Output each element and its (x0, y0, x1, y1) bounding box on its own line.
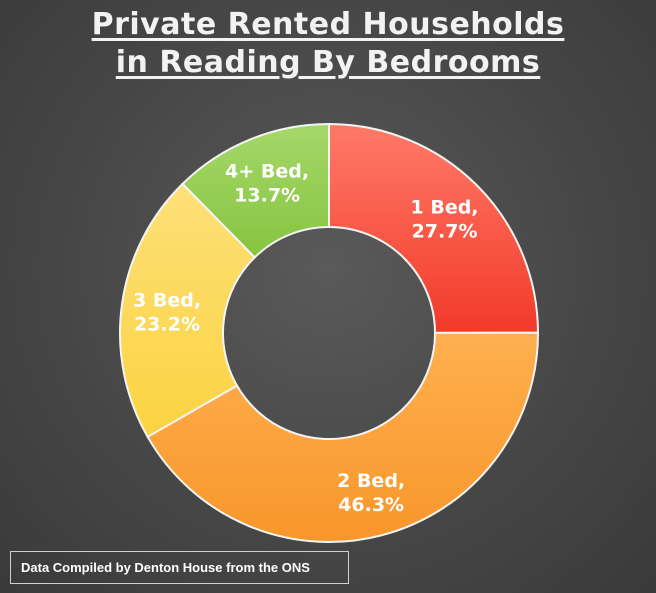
chart-title-line-2: in Reading By Bedrooms (115, 45, 541, 80)
source-note: Data Compiled by Denton House from the O… (21, 560, 310, 575)
slice-1-bed (328, 122, 540, 334)
data-label-2-bed: 2 Bed, 46.3% (337, 470, 405, 516)
data-label-3-bed: 3 Bed, 23.2% (133, 290, 201, 336)
data-label-4-bed: 4+ Bed, 13.7% (225, 161, 309, 207)
donut-labels: 1 Bed, 27.7% 2 Bed, 46.3% 3 Bed, 23.2% 4+ Bed,… (133, 161, 479, 516)
donut-slices (119, 122, 540, 543)
slice-3-bed (119, 182, 257, 439)
slice-2-bed (146, 331, 540, 543)
slice-4-bed (181, 122, 330, 259)
chart-title-line-1: Private Rented Households (91, 7, 565, 42)
source-note-box: Data Compiled by Denton House from the O… (10, 551, 349, 584)
chart-title: Private Rented Households in Reading By … (0, 6, 656, 82)
data-label-1-bed: 1 Bed, 27.7% (411, 196, 479, 242)
